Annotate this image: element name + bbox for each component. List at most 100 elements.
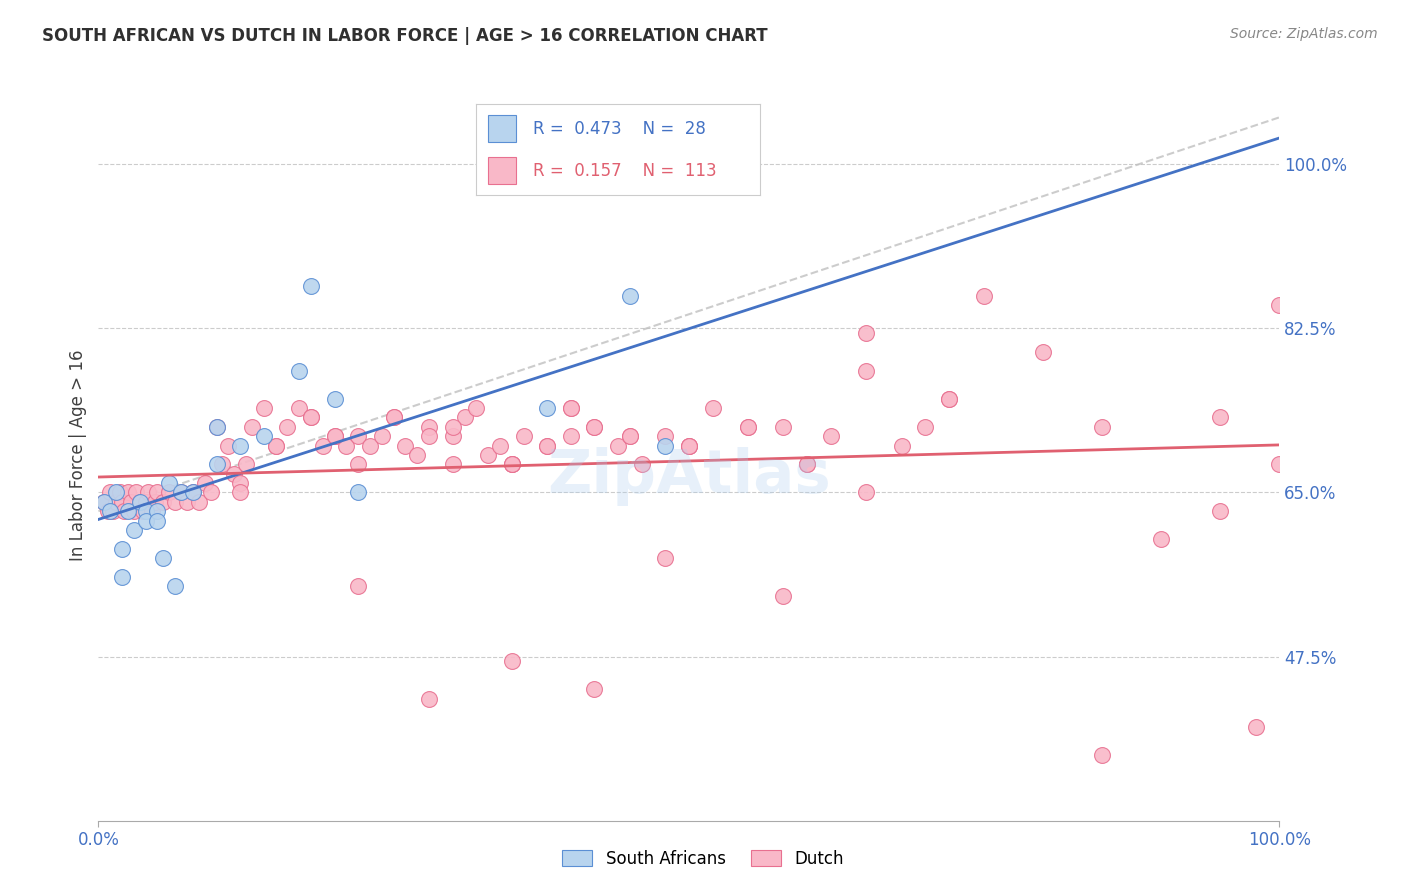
Point: [335, 438, 357, 452]
Point: [181, 485, 204, 500]
Point: [157, 476, 180, 491]
Point: [229, 438, 252, 452]
Point: [205, 419, 228, 434]
Point: [146, 504, 169, 518]
Point: [501, 458, 523, 472]
Point: [98, 485, 121, 500]
Text: Source: ZipAtlas.com: Source: ZipAtlas.com: [1230, 27, 1378, 41]
Point: [560, 429, 582, 443]
Point: [973, 288, 995, 302]
Point: [165, 579, 187, 593]
Point: [654, 551, 676, 566]
Point: [205, 458, 228, 472]
Point: [772, 419, 794, 434]
Point: [1209, 504, 1232, 518]
Point: [108, 485, 131, 500]
Point: [111, 495, 134, 509]
Point: [560, 401, 582, 415]
Point: [98, 504, 121, 518]
Point: [501, 458, 523, 472]
Point: [678, 438, 700, 452]
Point: [101, 504, 124, 518]
Point: [194, 476, 217, 491]
Point: [489, 438, 512, 452]
Point: [157, 485, 180, 500]
Point: [441, 419, 464, 434]
Point: [359, 438, 381, 452]
Point: [678, 438, 700, 452]
Point: [152, 551, 174, 566]
Text: ZipAtlas: ZipAtlas: [547, 448, 831, 507]
Point: [187, 495, 209, 509]
Point: [890, 438, 912, 452]
Point: [654, 438, 676, 452]
Point: [146, 485, 169, 500]
Point: [501, 458, 523, 472]
Point: [288, 363, 311, 377]
Point: [441, 458, 464, 472]
Point: [312, 438, 335, 452]
Point: [855, 326, 877, 340]
Point: [264, 438, 287, 452]
Point: [93, 495, 115, 509]
Point: [211, 458, 233, 472]
Point: [112, 504, 135, 518]
Point: [122, 504, 145, 518]
Point: [418, 429, 440, 443]
Point: [111, 541, 134, 556]
Point: [796, 458, 818, 472]
Point: [702, 401, 724, 415]
Point: [1244, 720, 1267, 734]
Point: [796, 458, 818, 472]
Point: [217, 438, 239, 452]
Point: [105, 485, 128, 500]
Point: [536, 401, 558, 415]
Point: [772, 589, 794, 603]
Point: [135, 514, 157, 528]
Point: [347, 485, 370, 500]
Point: [441, 429, 464, 443]
Point: [418, 419, 440, 434]
Point: [121, 495, 143, 509]
Point: [200, 485, 222, 500]
Point: [1091, 747, 1114, 762]
Point: [938, 392, 960, 406]
Point: [323, 392, 346, 406]
Point: [371, 429, 394, 443]
Point: [382, 410, 405, 425]
Point: [125, 485, 148, 500]
Point: [128, 495, 150, 509]
Point: [128, 495, 150, 509]
Point: [536, 438, 558, 452]
Point: [122, 523, 145, 537]
Point: [170, 485, 193, 500]
Point: [737, 419, 759, 434]
Point: [323, 429, 346, 443]
Point: [299, 410, 322, 425]
Point: [560, 401, 582, 415]
Point: [855, 485, 877, 500]
Point: [820, 429, 842, 443]
Point: [240, 419, 263, 434]
Point: [619, 288, 641, 302]
Point: [512, 429, 534, 443]
Point: [1032, 344, 1054, 359]
Point: [176, 495, 198, 509]
Point: [630, 458, 652, 472]
Point: [583, 419, 606, 434]
Point: [914, 419, 936, 434]
Point: [477, 448, 499, 462]
Point: [855, 363, 877, 377]
Point: [418, 691, 440, 706]
Y-axis label: In Labor Force | Age > 16: In Labor Force | Age > 16: [69, 349, 87, 561]
Point: [1268, 298, 1291, 312]
Point: [1209, 410, 1232, 425]
Point: [143, 495, 166, 509]
Point: [135, 504, 157, 518]
Point: [205, 419, 228, 434]
Point: [1268, 458, 1291, 472]
Point: [152, 495, 174, 509]
Point: [117, 504, 139, 518]
Text: SOUTH AFRICAN VS DUTCH IN LABOR FORCE | AGE > 16 CORRELATION CHART: SOUTH AFRICAN VS DUTCH IN LABOR FORCE | …: [42, 27, 768, 45]
Point: [299, 279, 322, 293]
